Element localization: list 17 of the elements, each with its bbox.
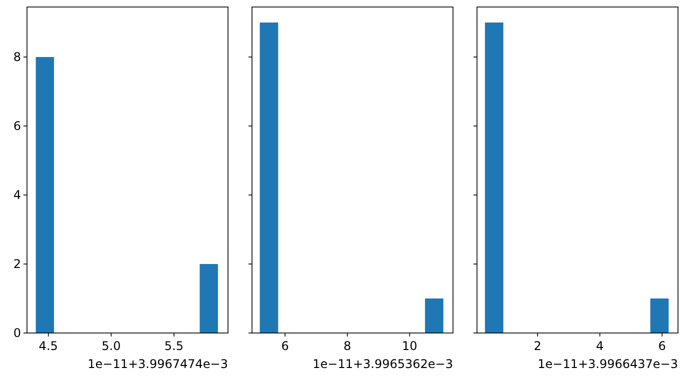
y-tick-label: 0 xyxy=(13,326,21,340)
x-axis-title: 1e−11+3.9966437e−3 xyxy=(538,357,678,371)
x-tick-label: 6 xyxy=(658,339,666,353)
x-tick-label: 10 xyxy=(402,339,418,353)
y-tick-label: 4 xyxy=(13,188,21,202)
x-axis-title: 1e−11+3.9967474e−3 xyxy=(88,357,228,371)
x-tick-label: 2 xyxy=(534,339,542,353)
x-tick-label: 6 xyxy=(281,339,289,353)
y-tick-label: 2 xyxy=(13,257,21,272)
x-tick-label: 4.5 xyxy=(38,339,58,353)
y-tick-label: 6 xyxy=(13,119,21,134)
y-tick-label: 8 xyxy=(13,50,21,64)
x-tick-label: 8 xyxy=(344,339,352,353)
x-tick-label: 4 xyxy=(596,339,604,353)
x-axis-title: 1e−11+3.9965362e−3 xyxy=(312,357,453,371)
x-tick-label: 5.5 xyxy=(164,339,184,353)
x-tick-label: 5.0 xyxy=(102,339,121,353)
